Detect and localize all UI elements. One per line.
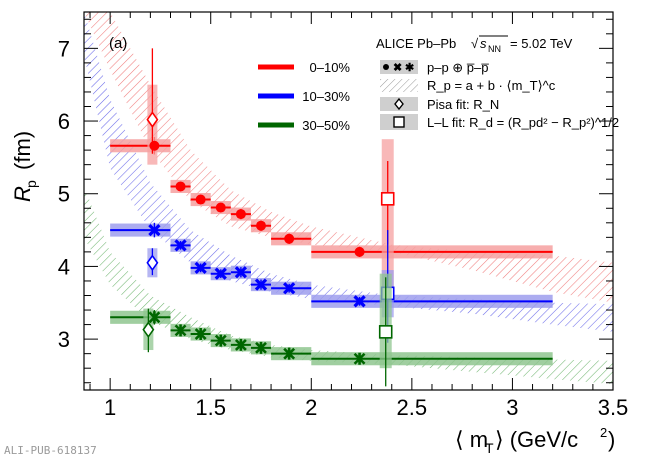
data-point-cross (353, 295, 366, 308)
experiment-name: ALICE Pb–Pb (376, 36, 456, 51)
legend-fit-entry: R_p = a + b · ⟨m_T⟩^c (380, 78, 556, 93)
pisa-diamond-marker (142, 321, 155, 339)
panel-label: (a) (109, 35, 127, 52)
x-axis-label-close: ) (608, 427, 615, 452)
legend-centrality-label: 0–10% (310, 60, 351, 75)
data-point-star (194, 328, 207, 341)
data-point-cross (174, 239, 187, 252)
data-point-circle (235, 209, 246, 220)
y-axis-symbol: R (10, 186, 35, 202)
legend-cross-marker: ✖ (393, 62, 402, 74)
axes: 1 1.5 2 2.5 3 3.5 3 4 5 6 7 (58, 12, 629, 420)
data-point-circle (215, 202, 226, 213)
data-point-circle (354, 246, 365, 257)
legend-centrality-label: 10–30% (302, 89, 350, 104)
legend-circle-marker (383, 64, 389, 70)
ll-square-marker (380, 192, 395, 206)
legend-diamond-icon (394, 97, 404, 111)
data-point-cross (194, 261, 207, 275)
sqrt-sign: √ (471, 36, 479, 51)
data-marks (110, 48, 553, 387)
x-axis-unit-power: 2 (600, 425, 607, 440)
x-tick-label: 1.5 (195, 395, 226, 420)
y-tick-label: 4 (58, 254, 70, 279)
x-axis-unit: ⟩ (GeV/c (495, 427, 578, 452)
publication-id: ALI-PUB-618137 (4, 444, 97, 457)
legend-ll-entry: L–L fit: R_d = (R_pd² − R_p²)^1/2 (380, 114, 619, 130)
energy-value: = 5.02 TeV (510, 36, 573, 51)
data-point-star (255, 341, 267, 354)
energy-symbol: s (480, 36, 487, 51)
x-axis-subscript: T (485, 440, 494, 456)
y-tick-label: 3 (58, 327, 70, 352)
y-tick-label: 6 (58, 109, 70, 134)
data-point-cross (254, 278, 268, 291)
x-tick-label: 2 (305, 395, 317, 420)
data-point-star (234, 338, 247, 351)
y-axis-subscript: p (23, 180, 39, 188)
x-tick-label: 3.5 (598, 395, 629, 420)
legend-centrality-label: 30–50% (302, 118, 350, 133)
legend-square-icon (393, 116, 405, 128)
data-point-cross (214, 267, 227, 280)
x-axis-title: ⟨ m T ⟩ (GeV/c 2 ) (455, 425, 615, 456)
data-point-star (174, 324, 187, 337)
legend-pisa-label: Pisa fit: R_N (427, 97, 499, 112)
legend-ll-label: L–L fit: R_d = (R_pd² − R_p²)^1/2 (427, 115, 619, 130)
pisa-diamond-marker (146, 111, 159, 128)
legend-fit-label: R_p = a + b · ⟨m_T⟩^c (427, 78, 556, 93)
x-tick-label: 2.5 (397, 395, 428, 420)
legend-pp-entry: ✖ ✱ p–p ⊕ p̅–p̅ (380, 60, 489, 75)
fit-band-1 (84, 12, 613, 332)
experiment-label: ALICE Pb–Pb √ s NN = 5.02 TeV (376, 35, 573, 54)
y-tick-label: 7 (58, 36, 70, 61)
legend-pp-label: p–p ⊕ p̅–p̅ (427, 60, 489, 75)
data-point-cross (283, 282, 296, 295)
pisa-diamond-marker (146, 254, 159, 272)
y-axis-title: R p (fm) (10, 131, 39, 202)
legend-centrality: 0–10% 10–30% 30–50% (258, 60, 350, 133)
data-point-circle (284, 233, 295, 244)
data-point-star (353, 352, 366, 365)
legend-pisa-entry: Pisa fit: R_N (380, 97, 499, 112)
x-tick-label: 3 (506, 395, 518, 420)
ll-square-marker (378, 325, 393, 339)
legend-star-marker: ✱ (405, 62, 414, 74)
data-point-star (148, 311, 161, 324)
fit-band-0 (84, 12, 613, 303)
x-tick-label: 1 (104, 395, 116, 420)
y-axis-unit: (fm) (10, 131, 35, 170)
data-point-circle (175, 181, 186, 192)
legend-pp-swatch (380, 60, 418, 74)
plot-frame (83, 11, 614, 391)
data-point-cross (234, 266, 248, 279)
data-point-circle (149, 140, 160, 151)
data-point-circle (195, 194, 206, 205)
energy-subscript: NN (488, 44, 501, 54)
legend-symbols: ✖ ✱ p–p ⊕ p̅–p̅ R_p = a + b · ⟨m_T⟩^c Pi… (380, 60, 619, 130)
legend-hatch-swatch (380, 79, 418, 92)
data-point-star (283, 347, 296, 360)
y-tick-label: 5 (58, 182, 70, 207)
data-point-circle (256, 220, 267, 231)
data-point-cross (148, 223, 161, 237)
data-point-star (214, 334, 227, 347)
x-axis-label-start: ⟨ m (455, 427, 488, 452)
